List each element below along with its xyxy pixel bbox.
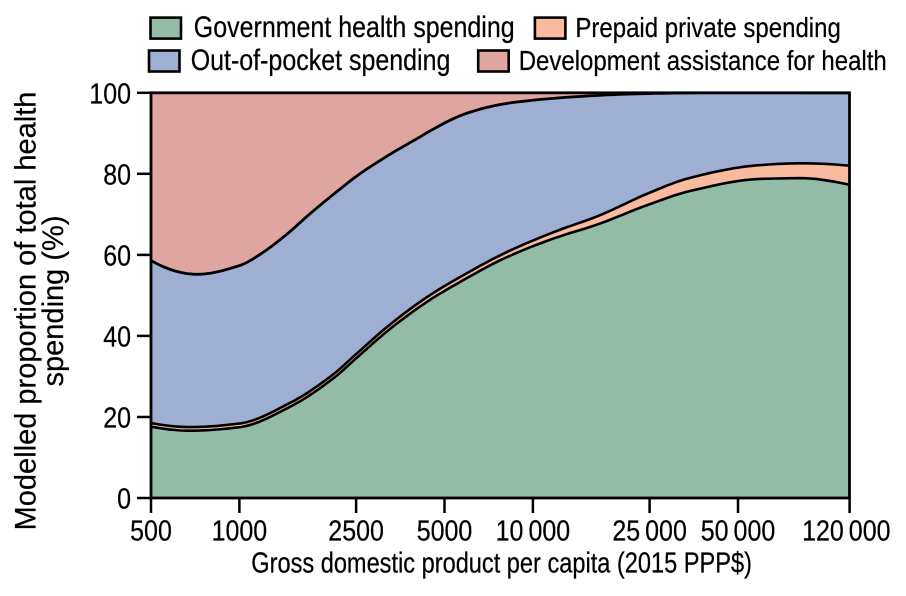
svg-text:Government health spending: Government health spending	[194, 10, 515, 43]
svg-text:2500: 2500	[328, 515, 384, 547]
svg-text:120 000: 120 000	[802, 515, 890, 547]
svg-text:Prepaid private spending: Prepaid private spending	[575, 11, 840, 43]
svg-text:20: 20	[103, 402, 131, 434]
svg-text:50 000: 50 000	[701, 515, 775, 547]
svg-text:0: 0	[117, 483, 131, 515]
svg-text:spending (%): spending (%)	[38, 215, 70, 386]
svg-text:Development assistance for hea: Development assistance for health	[519, 44, 887, 76]
svg-text:60: 60	[103, 240, 131, 272]
svg-text:5000: 5000	[417, 515, 473, 547]
svg-text:500: 500	[130, 515, 172, 547]
svg-text:Out-of-pocket spending: Out-of-pocket spending	[191, 43, 451, 76]
svg-text:Modelled proportion of total h: Modelled proportion of total health	[11, 92, 43, 531]
svg-text:100: 100	[89, 78, 131, 110]
svg-text:1000: 1000	[212, 515, 268, 547]
svg-text:40: 40	[103, 321, 131, 353]
svg-text:Gross domestic product per cap: Gross domestic product per capita (2015 …	[251, 546, 752, 579]
svg-text:25 000: 25 000	[612, 515, 686, 547]
svg-text:80: 80	[103, 159, 131, 191]
svg-text:10 000: 10 000	[496, 515, 570, 547]
